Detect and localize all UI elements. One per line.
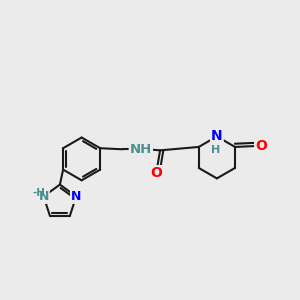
Text: NH: NH xyxy=(130,143,152,156)
Text: -H: -H xyxy=(33,188,46,198)
Text: N: N xyxy=(71,190,81,203)
Text: O: O xyxy=(150,166,162,180)
Text: N: N xyxy=(38,190,49,203)
Text: H: H xyxy=(211,145,220,155)
Text: O: O xyxy=(255,139,267,153)
Text: N: N xyxy=(211,130,223,143)
